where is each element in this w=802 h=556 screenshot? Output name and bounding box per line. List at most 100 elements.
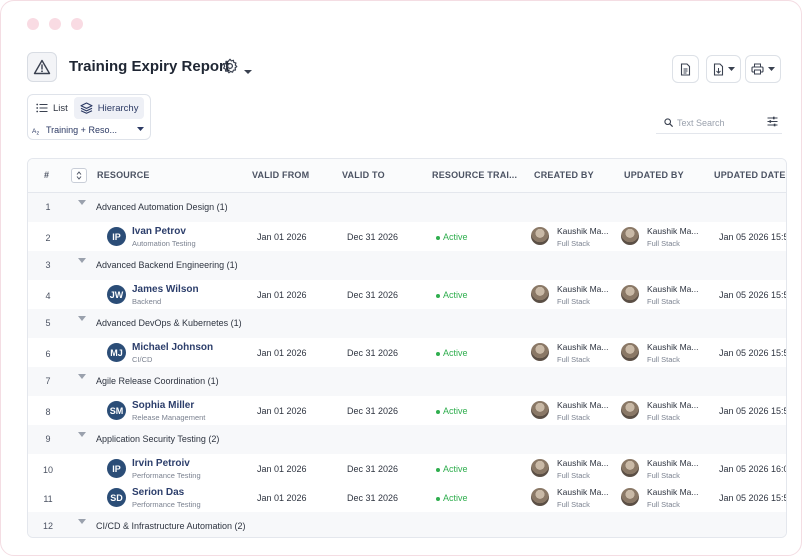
col-header-valid-to[interactable]: VALID TO — [342, 170, 385, 180]
creator-avatar — [531, 343, 549, 361]
resource-name[interactable]: Irvin Petroiv — [132, 458, 190, 469]
created-by-role: Full Stack — [557, 297, 590, 306]
valid-to-cell: Dec 31 2026 — [347, 290, 399, 300]
col-header-valid-from[interactable]: VALID FROM — [252, 170, 310, 180]
created-by-role: Full Stack — [557, 413, 590, 422]
updated-by-role: Full Stack — [647, 500, 680, 509]
resource-name[interactable]: Michael Johnson — [132, 342, 214, 353]
updated-date-cell: Jan 05 2026 15:5 — [719, 290, 787, 300]
row-number: 10 — [42, 465, 53, 475]
table-row[interactable]: 4 JW James Wilson Backend Jan 01 2026 Dec 31 … — [28, 280, 787, 309]
created-by-role: Full Stack — [557, 500, 590, 509]
gear-icon[interactable] — [222, 58, 238, 79]
status-dot-icon — [436, 467, 440, 472]
avatar: IP — [107, 459, 126, 478]
minimize-dot[interactable] — [49, 18, 61, 30]
group-row[interactable]: 9 Application Security Testing (2) — [28, 425, 786, 454]
group-row[interactable]: 7 Agile Release Coordination (1) — [28, 367, 786, 396]
status-badge: Active — [436, 348, 468, 358]
export-button[interactable] — [706, 55, 741, 83]
table-row[interactable]: 6 MJ Michael Johnson CI/CD Jan 01 2026 Dec 31… — [28, 338, 786, 367]
table-row[interactable]: 2 IP Ivan Petrov Automation Testing Jan 01 2… — [28, 222, 787, 251]
collapse-caret-icon[interactable] — [78, 374, 86, 379]
collapse-caret-icon[interactable] — [78, 519, 86, 524]
col-header-resource-training[interactable]: RESOURCE TRAI... — [432, 170, 518, 180]
updated-date-cell: Jan 05 2026 15:5 — [719, 232, 787, 242]
title-dropdown-caret[interactable] — [243, 62, 253, 80]
table-row[interactable]: 10 IP Irvin Petroiv Performance Testing Jan … — [28, 454, 786, 483]
tab-hierarchy[interactable]: Hierarchy — [73, 97, 145, 119]
col-header-updated-date[interactable]: UPDATED DATE, — [714, 170, 787, 180]
maximize-dot[interactable] — [71, 18, 83, 30]
search-placeholder: Text Search — [677, 118, 725, 128]
status-text: Active — [443, 290, 468, 300]
group-label: Advanced Backend Engineering (1) — [96, 260, 238, 270]
collapse-caret-icon[interactable] — [78, 258, 86, 263]
print-button[interactable] — [745, 55, 781, 83]
document-button[interactable] — [672, 55, 699, 83]
updater-avatar — [621, 227, 639, 245]
expand-toggle-button[interactable] — [71, 168, 87, 183]
group-row[interactable]: 1 Advanced Automation Design (1) — [28, 193, 786, 222]
row-number: 3 — [45, 260, 51, 270]
valid-from-cell: Jan 01 2026 — [257, 493, 307, 503]
collapse-caret-icon[interactable] — [78, 432, 86, 437]
status-text: Active — [443, 348, 468, 358]
collapse-caret-icon[interactable] — [78, 200, 86, 205]
valid-from-cell: Jan 01 2026 — [257, 464, 307, 474]
updater-avatar — [621, 343, 639, 361]
warning-icon — [27, 52, 57, 82]
valid-to-cell: Dec 31 2026 — [347, 464, 399, 474]
resource-name[interactable]: Sophia Miller — [132, 400, 195, 411]
svg-text:A: A — [32, 128, 37, 135]
export-icon — [713, 62, 723, 76]
row-number: 11 — [43, 494, 53, 504]
avatar: SD — [107, 488, 126, 507]
created-by-name: Kaushik Ma... — [557, 458, 609, 468]
avatar: SM — [107, 401, 126, 420]
updated-date-cell: Jan 05 2026 15:5 — [719, 493, 787, 503]
chevron-down-icon — [768, 67, 775, 71]
search-input[interactable]: Text Search — [656, 112, 782, 134]
search-icon — [664, 118, 673, 127]
valid-from-cell: Jan 01 2026 — [257, 232, 307, 242]
valid-from-cell: Jan 01 2026 — [257, 290, 307, 300]
group-row[interactable]: 5 Advanced DevOps & Kubernetes (1) — [28, 309, 786, 338]
resource-name[interactable]: Ivan Petrov — [132, 226, 186, 237]
group-row[interactable]: 12 CI/CD & Infrastructure Automation (2) — [28, 512, 786, 537]
report-grid: # RESOURCE VALID FROM VALID TO RESOURCE … — [27, 158, 787, 538]
resource-name[interactable]: James Wilson — [132, 284, 199, 295]
created-by-name: Kaushik Ma... — [557, 284, 609, 294]
sliders-icon[interactable] — [767, 116, 778, 127]
table-row[interactable]: 11 SD Serion Das Performance Testing Jan 01 … — [28, 483, 787, 512]
status-text: Active — [443, 493, 468, 503]
row-number: 2 — [45, 233, 51, 243]
updated-date-cell: Jan 05 2026 15:5 — [719, 406, 787, 416]
updated-by-name: Kaushik Ma... — [647, 458, 699, 468]
created-by-role: Full Stack — [557, 355, 590, 364]
col-header-created-by[interactable]: CREATED BY — [534, 170, 594, 180]
row-number: 1 — [45, 202, 51, 212]
col-header-updated-by[interactable]: UPDATED BY — [624, 170, 684, 180]
window-controls — [27, 18, 83, 30]
resource-name[interactable]: Serion Das — [132, 487, 185, 498]
updater-avatar — [621, 459, 639, 477]
table-row[interactable]: 8 SM Sophia Miller Release Management Jan 01… — [28, 396, 787, 425]
resource-role: Performance Testing — [132, 471, 201, 480]
collapse-caret-icon[interactable] — [78, 316, 86, 321]
status-text: Active — [443, 232, 468, 242]
close-dot[interactable] — [27, 18, 39, 30]
group-label: Application Security Testing (2) — [96, 434, 220, 444]
report-header: Training Expiry Report — [27, 52, 787, 82]
created-by-name: Kaushik Ma... — [557, 226, 609, 236]
col-header-resource[interactable]: RESOURCE — [97, 170, 150, 180]
group-row[interactable]: 3 Advanced Backend Engineering (1) — [28, 251, 786, 280]
updated-by-role: Full Stack — [647, 471, 680, 480]
created-by-name: Kaushik Ma... — [557, 342, 609, 352]
status-badge: Active — [436, 464, 468, 474]
tab-list[interactable]: List — [30, 97, 74, 119]
avatar: IP — [107, 227, 126, 246]
